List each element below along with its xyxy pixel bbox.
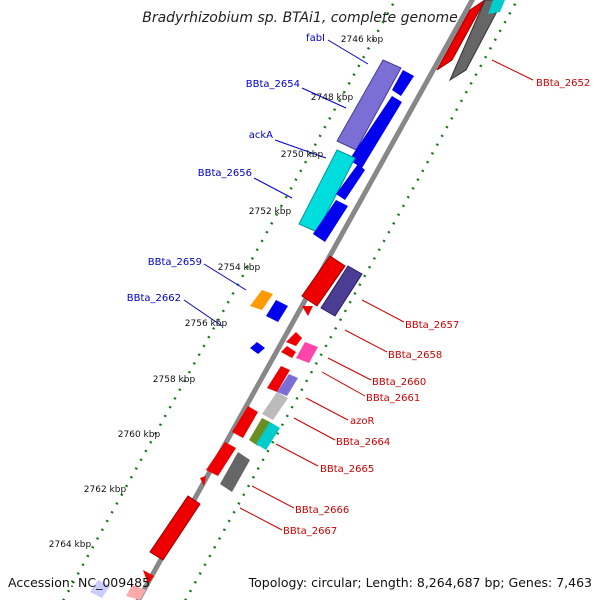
gene-block xyxy=(256,422,280,450)
gene-label[interactable]: BBta_2660 xyxy=(372,377,426,388)
scale-label: 2748 kbp xyxy=(311,93,354,103)
leader-line xyxy=(293,417,336,441)
leader-line xyxy=(251,485,295,509)
gene-block xyxy=(266,300,288,322)
leader-line xyxy=(183,299,223,327)
leader-line xyxy=(305,397,349,421)
gene-block xyxy=(448,0,504,82)
gene-block xyxy=(200,476,206,486)
leader-line xyxy=(491,59,534,81)
leader-line xyxy=(327,39,369,65)
leader-line xyxy=(275,443,319,467)
gene-block xyxy=(296,342,318,363)
gene-label[interactable]: BBta_2657 xyxy=(405,320,459,331)
gene-block xyxy=(281,346,296,358)
gene-block xyxy=(262,392,288,420)
scale-label: 2762 kbp xyxy=(84,485,127,495)
leader-line xyxy=(321,371,366,397)
leader-lines-right xyxy=(239,59,534,531)
scale-label: 2750 kbp xyxy=(281,150,324,160)
gene-blocks-inner xyxy=(250,59,414,354)
gene-labels-left: fabI BBta_2654 ackA BBta_2656 BBta_2659 … xyxy=(127,33,325,304)
leader-line xyxy=(203,263,247,291)
outer-ruler xyxy=(184,0,519,600)
gene-block xyxy=(392,70,414,96)
leader-line xyxy=(327,357,372,381)
gene-block xyxy=(267,366,290,392)
gene-block xyxy=(149,495,201,561)
gene-label[interactable]: BBta_2666 xyxy=(295,505,349,516)
leader-line xyxy=(361,299,405,323)
gene-label[interactable]: BBta_2652 xyxy=(536,78,590,89)
gene-block xyxy=(143,570,154,584)
gene-label[interactable]: BBta_2665 xyxy=(320,464,374,475)
gene-block xyxy=(336,164,365,200)
ruler-lines xyxy=(62,0,519,600)
genome-info-text: Topology: circular; Length: 8,264,687 bp… xyxy=(248,575,592,590)
gene-block xyxy=(286,332,302,346)
gene-label[interactable]: azoR xyxy=(350,416,374,427)
gene-label[interactable]: BBta_2659 xyxy=(148,257,202,268)
gene-block xyxy=(126,585,146,600)
leader-lines-left xyxy=(183,39,369,327)
leader-line xyxy=(274,139,327,159)
gene-block xyxy=(220,452,250,492)
gene-label[interactable]: BBta_2662 xyxy=(127,293,181,304)
gene-block xyxy=(313,200,348,242)
gene-block xyxy=(232,406,258,438)
gene-label[interactable]: BBta_2664 xyxy=(336,437,390,448)
gene-block xyxy=(90,580,110,598)
gene-block xyxy=(488,0,505,14)
gene-block xyxy=(250,342,265,354)
gene-label[interactable]: BBta_2654 xyxy=(246,79,300,90)
leader-line xyxy=(344,329,388,353)
scale-label: 2754 kbp xyxy=(218,263,261,273)
leader-line xyxy=(239,507,283,531)
gene-block xyxy=(349,96,402,168)
scale-label: 2758 kbp xyxy=(153,375,196,385)
gene-label[interactable]: BBta_2661 xyxy=(366,393,420,404)
map-title: Bradyrhizobium sp. BTAi1, complete genom… xyxy=(142,10,458,26)
gene-block xyxy=(206,442,236,476)
gene-labels-right: BBta_2652 BBta_2657 BBta_2658 BBta_2660 … xyxy=(283,78,590,537)
accession-text: Accession: NC_009485 xyxy=(8,575,150,590)
scale-label: 2752 kbp xyxy=(249,207,292,217)
leader-line xyxy=(301,87,347,109)
gene-block xyxy=(301,255,346,307)
gene-block xyxy=(302,306,313,316)
gene-block xyxy=(320,265,363,317)
gene-block xyxy=(249,418,270,446)
scale-label: 2760 kbp xyxy=(118,430,161,440)
scale-label: 2756 kbp xyxy=(185,319,228,329)
gene-label[interactable]: ackA xyxy=(249,130,273,141)
gene-block xyxy=(277,374,298,396)
gene-label[interactable]: BBta_2667 xyxy=(283,526,337,537)
inner-ruler xyxy=(62,0,397,600)
gene-label[interactable]: fabI xyxy=(306,33,325,44)
scale-label: 2764 kbp xyxy=(49,540,92,550)
gene-blocks-outer xyxy=(90,0,505,600)
scale-label: 2746 kbp xyxy=(341,35,384,45)
scale-labels: 2746 kbp 2748 kbp 2750 kbp 2752 kbp 2754… xyxy=(49,35,384,550)
gene-label[interactable]: BBta_2658 xyxy=(388,350,442,361)
gene-block xyxy=(250,290,273,310)
gene-label[interactable]: BBta_2656 xyxy=(198,168,252,179)
gene-block xyxy=(436,0,486,71)
leader-line xyxy=(253,177,293,199)
